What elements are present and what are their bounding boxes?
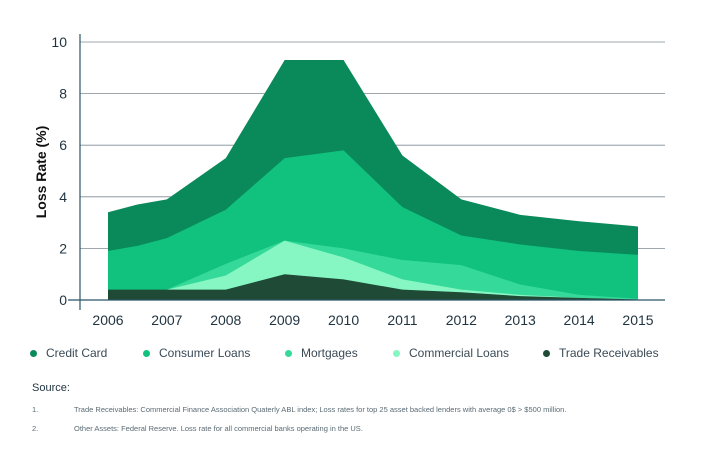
x-tick-label: 2011: [387, 312, 417, 328]
y-tick-label: 2: [59, 240, 67, 256]
legend-dot-icon: [543, 349, 550, 357]
x-tick-label: 2014: [564, 312, 595, 328]
x-tick-label: 2010: [328, 312, 359, 328]
x-tick-label: 2012: [446, 312, 477, 328]
source-note-1: 1. Trade Receivables: Commercial Finance …: [32, 405, 566, 414]
y-tick-labels: 0 2 4 6 8 10: [51, 34, 67, 308]
x-tick-labels: 2006 2007 2008 2009 2010 2011 2012 2013 2014 2015: [92, 312, 653, 328]
legend-dot-icon: [393, 349, 400, 357]
legend-item-consumer-loans: Consumer Loans: [143, 346, 250, 360]
legend-dot-icon: [143, 349, 150, 357]
legend: Credit Card Consumer Loans Mortgages Com…: [30, 346, 700, 364]
legend-item-credit-card: Credit Card: [30, 346, 107, 360]
legend-label: Mortgages: [301, 346, 358, 360]
note-number: 2.: [32, 424, 39, 433]
y-tick-label: 0: [59, 292, 67, 308]
legend-item-mortgages: Mortgages: [285, 346, 358, 360]
y-tick-label: 6: [59, 137, 67, 153]
legend-label: Trade Receivables: [559, 346, 659, 360]
note-text: Other Assets: Federal Reserve. Loss rate…: [74, 424, 363, 433]
series-area-trade-receivables: [108, 274, 638, 300]
y-tick-label: 8: [59, 86, 67, 102]
x-tick-label: 2006: [92, 312, 123, 328]
x-tick-label: 2013: [505, 312, 536, 328]
legend-label: Credit Card: [46, 346, 108, 360]
x-tick-label: 2015: [622, 312, 653, 328]
legend-label: Consumer Loans: [159, 346, 251, 360]
source-note-2: 2. Other Assets: Federal Reserve. Loss ra…: [32, 424, 363, 433]
x-tick-label: 2009: [269, 312, 300, 328]
legend-item-trade-receivables: Trade Receivables: [543, 346, 659, 360]
axes: [68, 34, 665, 310]
source-title: Source:: [32, 382, 70, 394]
series-areas: [108, 60, 638, 301]
loss-rate-area-chart: 0 2 4 6 8 10 2006 2007 2008 2009 2010 2011 2012 2013…: [33, 34, 665, 328]
y-tick-label: 4: [59, 189, 67, 205]
legend-dot-icon: [285, 349, 292, 357]
y-tick-label: 10: [51, 34, 67, 50]
x-tick-label: 2008: [210, 312, 241, 328]
note-text: Trade Receivables: Commercial Finance As…: [74, 405, 567, 414]
legend-item-commercial-loans: Commercial Loans: [393, 346, 509, 360]
y-axis-label: Loss Rate (%): [33, 126, 49, 219]
legend-label: Commercial Loans: [409, 346, 510, 360]
legend-dot-icon: [30, 349, 37, 357]
note-number: 1.: [32, 405, 39, 414]
x-tick-label: 2007: [151, 312, 182, 328]
